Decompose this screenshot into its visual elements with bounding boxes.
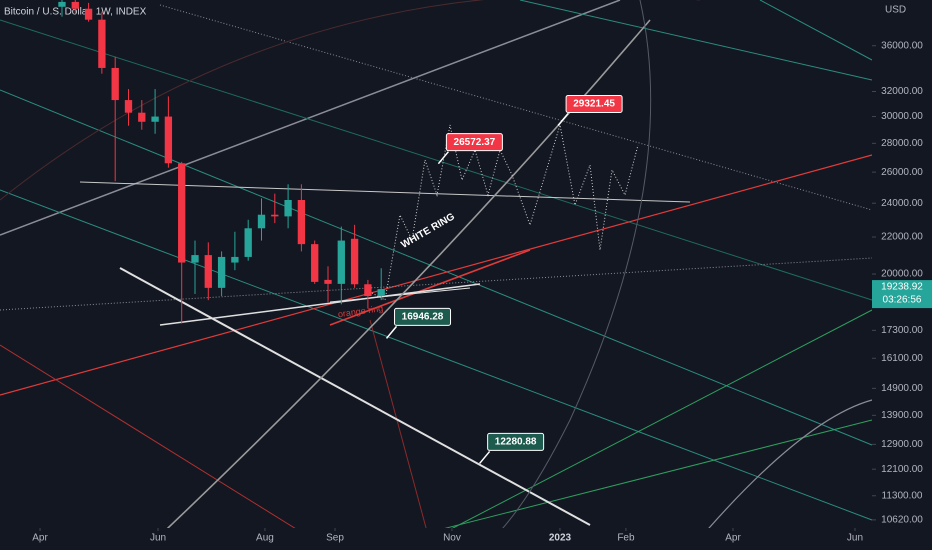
- candle-body: [164, 116, 173, 164]
- y-tick-label: 20000.00: [881, 269, 923, 280]
- y-tick-label: 16100.00: [881, 353, 923, 364]
- x-tick-label: Jun: [847, 533, 863, 544]
- drawings: [0, 0, 873, 550]
- price-callout: 16946.28: [385, 307, 452, 339]
- price-callout: 12280.88: [479, 432, 545, 464]
- candle-body: [364, 284, 372, 296]
- x-tick-label: Nov: [443, 533, 461, 544]
- x-tick-label: Aug: [256, 533, 274, 544]
- x-tick-label: Apr: [725, 533, 741, 544]
- y-tick-label: 12100.00: [881, 464, 923, 475]
- y-tick-label: 12900.00: [881, 439, 923, 450]
- callout-label: 12280.88: [495, 437, 537, 448]
- y-tick-label: 30000.00: [881, 111, 923, 122]
- y-tick-label: 32000.00: [881, 86, 923, 97]
- y-tick-label: 14900.00: [881, 383, 923, 394]
- y-tick-label: 11300.00: [882, 490, 923, 501]
- callout-pointer: [437, 151, 449, 165]
- currency: USD: [885, 5, 906, 16]
- callout-label: 26572.37: [454, 137, 496, 148]
- candle-body: [311, 244, 319, 282]
- candle-body: [138, 112, 146, 122]
- candle-body: [257, 214, 266, 229]
- candle-body: [244, 228, 252, 257]
- time-axis: [0, 528, 872, 550]
- candle-body: [111, 67, 119, 101]
- y-tick-label: 10620.00: [881, 515, 923, 526]
- x-tick-label: Jun: [150, 533, 166, 544]
- y-tick-label: 17300.00: [881, 325, 923, 336]
- candle-body: [231, 256, 239, 263]
- candle-body: [124, 100, 133, 113]
- y-tick-label: 24000.00: [881, 198, 923, 209]
- callout-box: [445, 133, 503, 152]
- candle-body: [71, 1, 79, 9]
- callout-box: [394, 307, 452, 326]
- callout-box: [565, 94, 623, 113]
- candle-body: [204, 255, 212, 288]
- candle-body: [350, 238, 359, 285]
- candle-body: [151, 116, 159, 122]
- last-price-box: [872, 280, 932, 309]
- y-tick-label: 13900.00: [881, 410, 923, 421]
- candle-body: [324, 279, 332, 284]
- callout-box: [487, 432, 545, 451]
- callout-pointer: [479, 450, 491, 464]
- countdown: 03:26:56: [883, 295, 922, 306]
- note: orange ring: [337, 303, 383, 319]
- callout-label: 16946.28: [402, 312, 444, 323]
- price-callout: 26572.37: [437, 133, 503, 165]
- callout-pointer: [385, 325, 398, 339]
- candle-body: [284, 199, 292, 217]
- y-tick-label: 26000.00: [881, 167, 923, 178]
- candle-body: [58, 1, 66, 7]
- y-tick-label: 36000.00: [881, 40, 923, 51]
- candle-body: [271, 214, 279, 217]
- x-tick-label: Feb: [617, 533, 635, 544]
- candle-body: [337, 240, 345, 284]
- candle-body: [217, 256, 226, 288]
- x-tick-label: Sep: [326, 533, 344, 544]
- y-tick-label: 28000.00: [881, 138, 923, 149]
- last-price: 19238.92: [881, 282, 923, 293]
- candle-body: [377, 289, 385, 296]
- x-tick-label: 2023: [549, 533, 572, 544]
- callout-label: 29321.45: [573, 99, 615, 110]
- candle-body: [178, 163, 186, 263]
- y-tick-label: 22000.00: [881, 232, 923, 243]
- price-axis: [872, 0, 932, 550]
- candle-body: [191, 255, 199, 263]
- candle-body: [84, 8, 93, 20]
- callout-pointer: [557, 112, 569, 126]
- candle-body: [98, 19, 106, 68]
- candle-body: [297, 199, 306, 245]
- price-callout: 29321.45: [557, 94, 623, 126]
- x-tick-label: Apr: [32, 533, 48, 544]
